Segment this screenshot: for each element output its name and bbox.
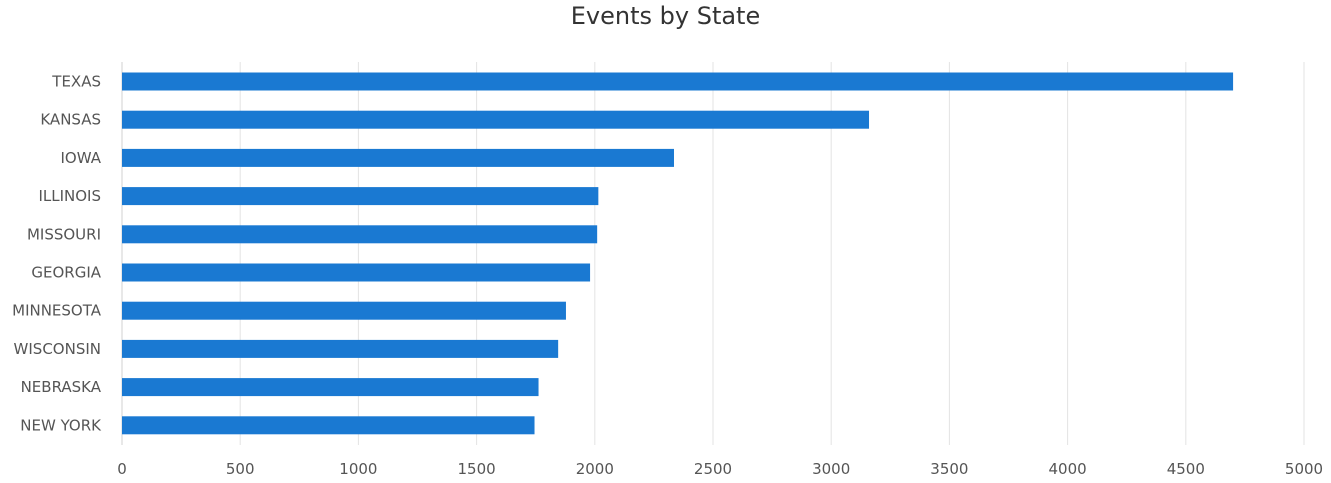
category-label: NEW YORK — [20, 416, 102, 434]
category-label: MISSOURI — [27, 225, 101, 243]
x-tick-label: 3500 — [930, 460, 968, 478]
x-tick-label: 2500 — [694, 460, 732, 478]
bar — [122, 416, 535, 435]
bar — [122, 301, 566, 320]
chart-title: Events by State — [570, 2, 761, 30]
x-tick-label: 4500 — [1167, 460, 1205, 478]
category-label: KANSAS — [40, 111, 101, 129]
x-tick-label: 5000 — [1285, 460, 1323, 478]
category-label: IOWA — [60, 149, 101, 167]
x-tick-label: 1000 — [339, 460, 377, 478]
category-label: ILLINOIS — [38, 187, 101, 205]
x-tick-label: 500 — [226, 460, 255, 478]
x-tick-label: 2000 — [576, 460, 614, 478]
category-label: TEXAS — [51, 73, 101, 91]
category-label: GEORGIA — [31, 264, 101, 282]
bar — [122, 378, 539, 397]
bar — [122, 72, 1234, 91]
category-label: MINNESOTA — [12, 302, 102, 320]
bar — [122, 187, 599, 206]
bar — [122, 148, 674, 167]
category-label: NEBRASKA — [21, 378, 102, 396]
category-label: WISCONSIN — [14, 340, 101, 358]
x-tick-label: 1500 — [458, 460, 496, 478]
bar — [122, 110, 870, 129]
bar — [122, 263, 591, 282]
bar — [122, 225, 598, 244]
x-tick-label: 4000 — [1049, 460, 1087, 478]
bar — [122, 339, 559, 358]
x-tick-label: 3000 — [812, 460, 850, 478]
x-tick-label: 0 — [117, 460, 127, 478]
